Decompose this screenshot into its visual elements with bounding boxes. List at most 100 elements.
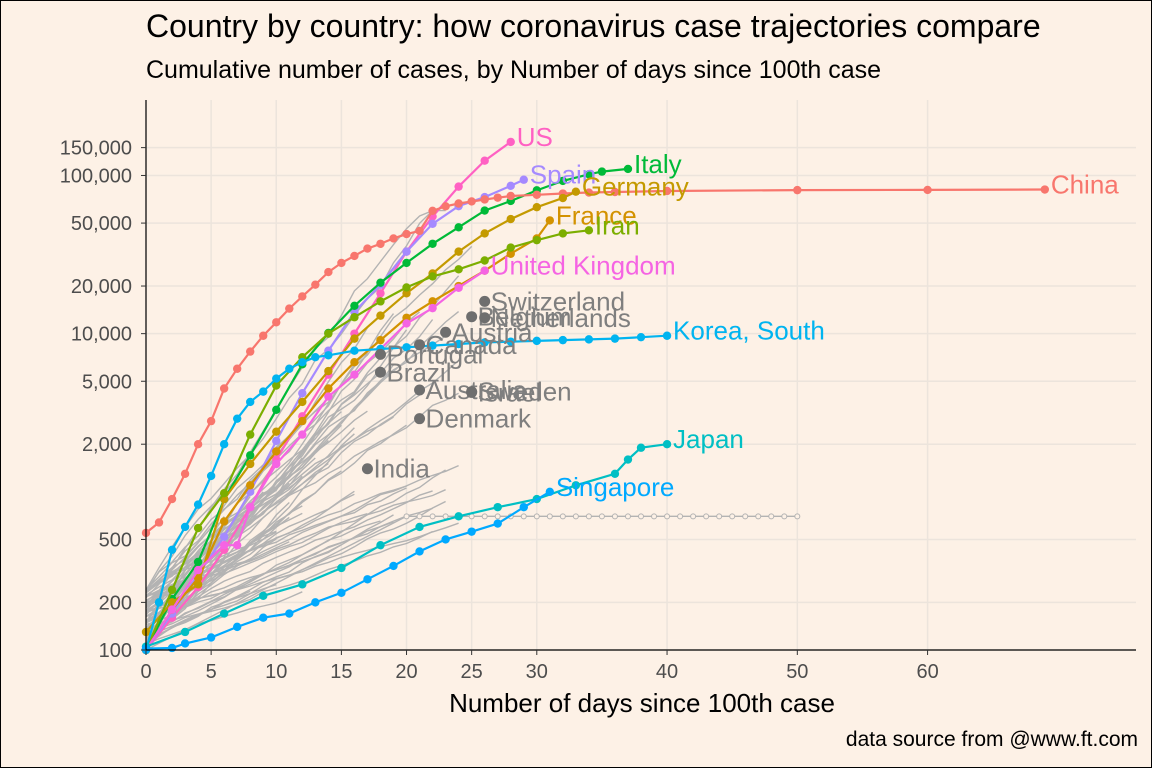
series-point bbox=[363, 244, 372, 253]
series-point bbox=[923, 185, 932, 195]
gray-country-label: Brazil bbox=[386, 357, 451, 387]
series-point bbox=[597, 167, 607, 176]
series-point bbox=[415, 226, 424, 236]
series-point bbox=[298, 357, 307, 367]
gray-point bbox=[429, 513, 436, 520]
series-point bbox=[376, 311, 385, 320]
series-point bbox=[167, 494, 177, 504]
series-point bbox=[232, 364, 242, 373]
series-point bbox=[506, 191, 515, 201]
series-label: Iran bbox=[595, 210, 640, 240]
series-point bbox=[584, 226, 594, 235]
series-point bbox=[402, 343, 411, 352]
gray-point bbox=[690, 513, 697, 520]
series-point bbox=[506, 181, 515, 191]
series-point bbox=[571, 187, 581, 196]
series-point bbox=[454, 512, 463, 521]
series-point bbox=[636, 443, 646, 452]
series-point bbox=[298, 430, 307, 439]
series-point bbox=[454, 247, 463, 256]
gray-series-line bbox=[145, 490, 433, 622]
series-point bbox=[623, 164, 633, 174]
gray-point bbox=[716, 513, 723, 520]
x-tick-label: 40 bbox=[656, 661, 678, 683]
series-point bbox=[571, 481, 581, 490]
y-tick-label: 5,000 bbox=[82, 371, 132, 393]
gray-country-label: Portugal bbox=[386, 339, 483, 369]
series-label: Germany bbox=[582, 172, 689, 202]
series-point bbox=[232, 414, 242, 423]
series-label: Korea, South bbox=[673, 316, 825, 346]
gray-point bbox=[520, 513, 527, 520]
gray-point bbox=[559, 513, 566, 520]
chart-caption: data source from @www.ft.com bbox=[845, 728, 1138, 751]
series-point bbox=[206, 633, 216, 642]
series-point bbox=[193, 557, 203, 567]
y-tick-label: 2,000 bbox=[82, 434, 132, 456]
series-line bbox=[144, 334, 668, 651]
gray-endpoint-point bbox=[479, 295, 491, 307]
series-point bbox=[428, 297, 437, 306]
gray-point bbox=[624, 513, 631, 520]
series-point bbox=[402, 283, 411, 292]
series-point bbox=[493, 502, 502, 512]
series-point bbox=[558, 193, 568, 203]
gray-endpoint-point bbox=[361, 463, 373, 475]
series-label: China bbox=[1051, 170, 1119, 200]
series-point bbox=[246, 451, 255, 460]
series-point bbox=[506, 137, 515, 147]
x-tick-label: 25 bbox=[461, 661, 483, 683]
gray-point bbox=[585, 513, 592, 520]
gray-endpoint-point bbox=[414, 339, 426, 351]
country-labels: SwitzerlandBelgiumNetherlandsAustriaCana… bbox=[361, 122, 1119, 502]
series-point bbox=[532, 336, 541, 346]
series-point bbox=[246, 430, 255, 439]
series-point bbox=[480, 338, 489, 347]
gray-endpoint-point bbox=[374, 348, 386, 360]
series-point bbox=[402, 319, 411, 328]
series-point bbox=[193, 500, 203, 509]
series-point bbox=[232, 622, 242, 632]
series-point bbox=[350, 334, 359, 343]
gray-endpoint-point bbox=[414, 384, 426, 396]
x-tick-label: 50 bbox=[786, 661, 808, 683]
series-point bbox=[519, 502, 528, 512]
series-point bbox=[298, 580, 307, 589]
series-point bbox=[324, 329, 333, 338]
series-line bbox=[144, 229, 590, 651]
x-tick-label: 20 bbox=[395, 661, 417, 683]
series-point bbox=[480, 256, 489, 265]
series-point bbox=[532, 235, 541, 245]
series-point bbox=[610, 334, 620, 343]
series-point bbox=[584, 335, 594, 344]
x-tick-label: 5 bbox=[206, 661, 217, 683]
series-point bbox=[662, 440, 672, 449]
series-label: Japan bbox=[673, 424, 744, 454]
gray-point bbox=[638, 513, 644, 520]
series-point bbox=[428, 239, 437, 248]
series-point bbox=[376, 239, 385, 248]
series-point bbox=[376, 335, 385, 345]
series-point bbox=[402, 258, 411, 268]
series-point bbox=[193, 573, 203, 583]
series-point bbox=[662, 331, 672, 340]
gray-point bbox=[677, 513, 684, 520]
series-point bbox=[206, 471, 216, 481]
series-point bbox=[311, 280, 320, 289]
series-point bbox=[389, 234, 398, 243]
series-point bbox=[441, 202, 450, 211]
series-point bbox=[246, 459, 255, 469]
series-point bbox=[480, 195, 489, 204]
gray-point bbox=[598, 513, 605, 520]
series-point bbox=[311, 352, 320, 362]
series-point bbox=[350, 251, 359, 261]
series-point bbox=[272, 436, 281, 446]
series-point bbox=[480, 206, 489, 215]
series-point bbox=[480, 156, 489, 165]
series-point bbox=[415, 547, 424, 556]
series-point bbox=[246, 347, 255, 356]
series-label: US bbox=[517, 122, 553, 152]
series-point bbox=[584, 170, 594, 179]
series-point bbox=[428, 341, 437, 350]
